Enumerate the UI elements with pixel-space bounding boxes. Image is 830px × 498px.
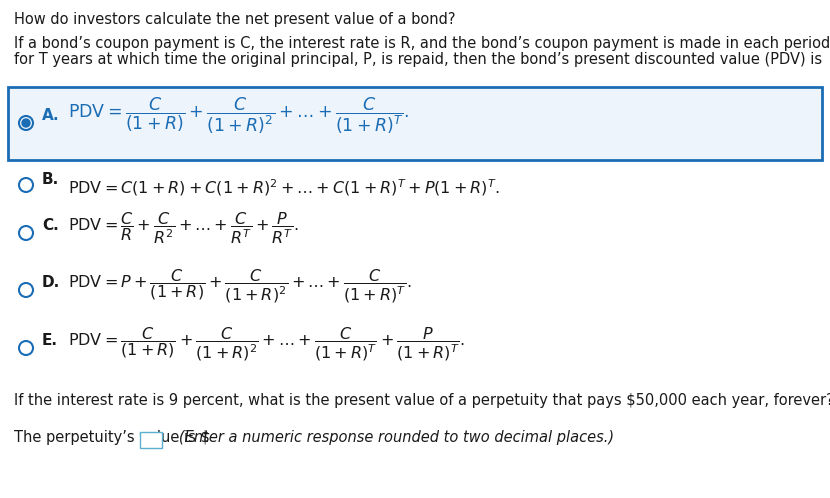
Text: If the interest rate is 9 percent, what is the present value of a perpetuity tha: If the interest rate is 9 percent, what … [14,393,830,408]
Text: C.: C. [42,218,59,233]
Text: (Enter a numeric response rounded to two decimal places.): (Enter a numeric response rounded to two… [165,430,614,445]
Text: $\mathrm{PDV} = C(1+R) + C(1+R)^2 + \ldots + C(1+R)^T + P(1+R)^T.$: $\mathrm{PDV} = C(1+R) + C(1+R)^2 + \ldo… [68,177,500,198]
Text: If a bond’s coupon payment is C, the interest rate is R, and the bond’s coupon p: If a bond’s coupon payment is C, the int… [14,36,830,51]
Ellipse shape [22,119,30,127]
Text: $\mathrm{PDV} = \dfrac{C}{R} + \dfrac{C}{R^{2}} + \ldots + \dfrac{C}{R^{T}} + \d: $\mathrm{PDV} = \dfrac{C}{R} + \dfrac{C}… [68,210,299,246]
FancyBboxPatch shape [140,432,162,448]
Text: A.: A. [42,108,60,123]
Text: D.: D. [42,275,61,290]
Text: $\mathrm{PDV} = \dfrac{C}{(1+R)} + \dfrac{C}{(1+R)^{2}} + \ldots + \dfrac{C}{(1+: $\mathrm{PDV} = \dfrac{C}{(1+R)} + \dfra… [68,95,409,135]
Text: B.: B. [42,172,59,187]
Text: $\mathrm{PDV} = P + \dfrac{C}{(1+R)} + \dfrac{C}{(1+R)^{2}} + \ldots + \dfrac{C}: $\mathrm{PDV} = P + \dfrac{C}{(1+R)} + \… [68,267,412,305]
Text: How do investors calculate the net present value of a bond?: How do investors calculate the net prese… [14,12,456,27]
Text: for T years at which time the original principal, P, is repaid, then the bond’s : for T years at which time the original p… [14,52,823,67]
FancyBboxPatch shape [8,87,822,160]
Text: The perpetuity’s value is $: The perpetuity’s value is $ [14,430,210,445]
Text: E.: E. [42,333,58,348]
Text: $\mathrm{PDV} = \dfrac{C}{(1+R)} + \dfrac{C}{(1+R)^{2}} + \ldots + \dfrac{C}{(1+: $\mathrm{PDV} = \dfrac{C}{(1+R)} + \dfra… [68,325,465,363]
